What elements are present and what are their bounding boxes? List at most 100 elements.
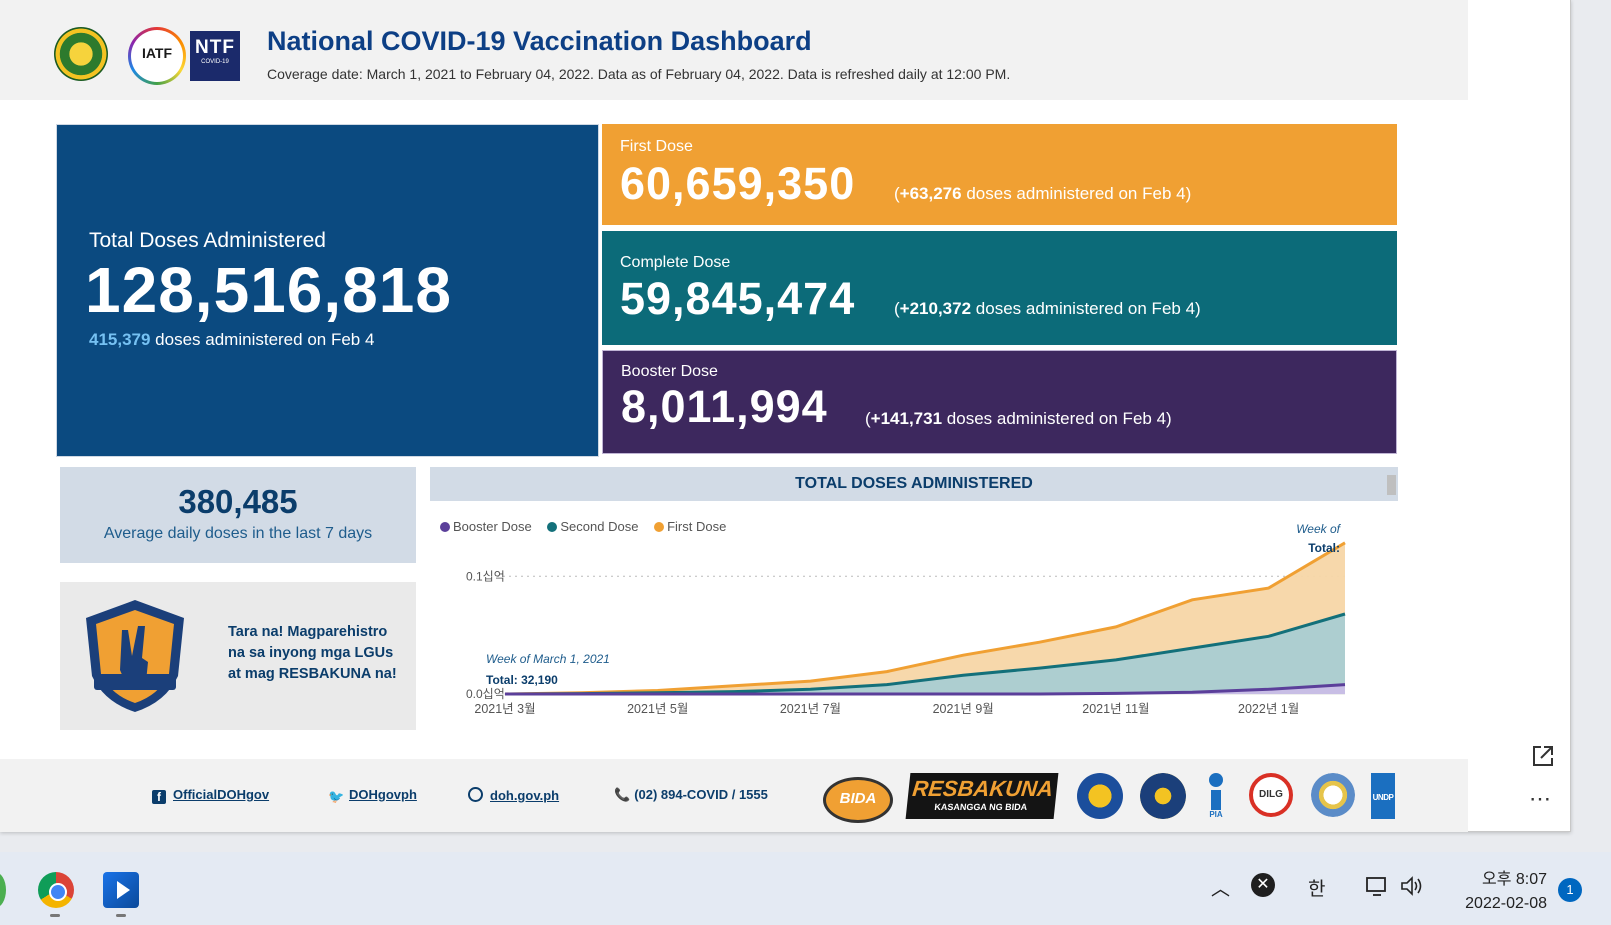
twitter-icon: 🐦 [328, 789, 345, 804]
notification-badge[interactable]: 1 [1558, 878, 1582, 902]
facebook-link[interactable]: f OfficialDOHgov [152, 787, 269, 804]
x-tick-label: 2021년 11월 [1082, 702, 1149, 716]
volume-icon[interactable] [1399, 874, 1425, 904]
resbakuna-logo-icon: RESBAKUNA KASANGGA NG BIDA [905, 773, 1059, 819]
total-daily-text: doses administered on Feb 4 [150, 330, 375, 349]
chart-legend: Booster Dose Second Dose First Dose [440, 519, 738, 534]
chrome-running-indicator [50, 914, 60, 917]
legend-second[interactable]: Second Dose [547, 519, 644, 534]
show-hidden-icons-icon[interactable]: ︿ [1211, 879, 1231, 900]
x-tick-label: 2021년 3월 [474, 702, 535, 716]
clock-time: 오후 8:07 [1481, 871, 1547, 888]
average-daily-label: Average daily doses in the last 7 days [103, 525, 373, 542]
x-tick-label: 2021년 7월 [780, 702, 841, 716]
clock-date: 2022-02-08 [1465, 895, 1547, 912]
chrome-taskbar-icon[interactable] [38, 872, 74, 908]
resbakuna-logo-title: RESBAKUNA [911, 776, 1055, 801]
legend-second-swatch [547, 522, 558, 532]
chart-scrollbar[interactable] [1387, 475, 1396, 495]
ntf-logo-icon: NTF COVID-19 [190, 31, 240, 81]
series-line-booster-dose [505, 683, 1346, 696]
first-dose-label: First Dose [620, 138, 693, 155]
total-daily-value: 415,379 [89, 330, 151, 349]
total-doses-daily: 415,379 doses administered on Feb 4 [89, 330, 374, 350]
chart-plot[interactable]: 0.0십억 0.1십억 2021년 3월 2021년 5월 2021년 7월 2021년 … [430, 501, 1398, 732]
iatf-logo-icon: IATF [128, 27, 186, 85]
tooltip-end-line2: Total: [1308, 541, 1340, 555]
first-dose-card: First Dose 60,659,350 (+63,276 doses adm… [602, 124, 1397, 225]
player-running-indicator [116, 914, 126, 917]
legend-booster-label: Booster Dose [453, 519, 532, 534]
complete-dose-card: Complete Dose 59,845,474 (+210,372 doses… [602, 231, 1397, 345]
office-president-seal-icon [1077, 773, 1123, 819]
media-player-taskbar-icon[interactable] [103, 872, 139, 908]
total-doses-label: Total Doses Administered [89, 229, 326, 252]
bida-logo-text: BIDA [839, 790, 877, 807]
taskbar-clock[interactable]: 오후 8:07 2022-02-08 [1465, 868, 1547, 916]
tooltip-start-line1: Week of March 1, 2021 [486, 652, 610, 666]
website-link-text: doh.gov.ph [490, 788, 560, 803]
pia-logo-icon: PIA [1205, 773, 1227, 823]
legend-second-label: Second Dose [560, 519, 639, 534]
x-tick-label: 2022년 1월 [1238, 702, 1299, 716]
first-dose-delta-value: +63,276 [899, 184, 962, 203]
series-area-booster-dose [505, 684, 1345, 694]
booster-dose-value: 8,011,994 [621, 381, 828, 432]
legend-first-swatch [654, 522, 665, 532]
first-dose-value: 60,659,350 [620, 158, 856, 209]
twitter-link[interactable]: 🐦 DOHgovph [328, 787, 417, 804]
booster-dose-label: Booster Dose [621, 363, 718, 380]
more-options-icon[interactable]: ⋯ [1529, 786, 1551, 811]
booster-dose-delta-open: ( [865, 409, 871, 428]
bida-logo-icon: BIDA [823, 777, 893, 823]
complete-dose-value: 59,845,474 [620, 273, 856, 324]
complete-dose-delta-open: ( [894, 299, 900, 318]
y-tick-label: 0.0십억 [466, 687, 505, 701]
phone-number-text: (02) 894-COVID / 1555 [634, 787, 768, 802]
legend-booster[interactable]: Booster Dose [440, 519, 538, 534]
booster-dose-delta-text: doses administered on Feb 4) [942, 409, 1172, 428]
first-dose-delta: (+63,276 doses administered on Feb 4) [894, 184, 1191, 204]
undp-logo-text: UNDP [1372, 793, 1394, 802]
ime-indicator[interactable]: 한 [1308, 879, 1326, 900]
nationwide-seal-icon [1311, 773, 1355, 817]
first-dose-delta-open: ( [894, 184, 900, 203]
iatf-logo-text: IATF [141, 45, 173, 61]
complete-dose-delta-value: +210,372 [899, 299, 972, 318]
legend-first[interactable]: First Dose [654, 519, 732, 534]
network-icon[interactable] [1365, 874, 1391, 904]
legend-first-label: First Dose [667, 519, 727, 534]
first-dose-delta-text: doses administered on Feb 4) [961, 184, 1192, 203]
promo-text: Tara na! Magparehistro na sa inyong mga … [228, 624, 397, 682]
ntf-logo-subtext: COVID-19 [201, 59, 229, 65]
series-area-second-dose [505, 614, 1345, 694]
dashboard-header: IATF NTF COVID-19 National COVID-19 Vacc… [0, 0, 1468, 100]
dilg-seal-text: DILG [1259, 789, 1283, 800]
open-external-icon[interactable] [1530, 743, 1556, 775]
booster-dose-card: Booster Dose 8,011,994 (+141,731 doses a… [602, 350, 1397, 454]
legend-booster-swatch [440, 522, 450, 532]
close-circle-icon[interactable]: ✕ [1251, 873, 1275, 897]
phone-number: 📞 (02) 894-COVID / 1555 [614, 787, 768, 803]
series-line-first-dose [504, 541, 1346, 696]
resbakuna-shield-icon [86, 600, 184, 712]
facebook-icon: f [152, 790, 166, 804]
browser-window: IATF NTF COVID-19 National COVID-19 Vacc… [0, 0, 1571, 832]
average-daily-card: 380,485 Average daily doses in the last … [60, 467, 416, 563]
x-tick-label: 2021년 5월 [627, 702, 688, 716]
website-link[interactable]: doh.gov.ph [468, 787, 559, 803]
complete-dose-label: Complete Dose [620, 254, 731, 271]
resbakuna-promo-card: Tara na! Magparehistro na sa inyong mga … [60, 582, 416, 730]
x-tick-label: 2021년 9월 [933, 702, 994, 716]
pcoo-seal-icon [1140, 773, 1186, 819]
average-daily-value: 380,485 [178, 483, 298, 520]
complete-dose-delta-text: doses administered on Feb 4) [971, 299, 1201, 318]
pia-logo-text: PIA [1209, 810, 1223, 819]
resbakuna-logo-subtitle: KASANGGA NG BIDA [933, 802, 1028, 812]
booster-dose-delta: (+141,731 doses administered on Feb 4) [865, 409, 1172, 429]
twitter-link-text: DOHgovph [349, 787, 417, 802]
globe-icon [468, 787, 483, 802]
whatsapp-taskbar-icon[interactable] [0, 872, 6, 908]
tooltip-start-line2: Total: 32,190 [486, 673, 558, 687]
complete-dose-delta: (+210,372 doses administered on Feb 4) [894, 299, 1201, 319]
